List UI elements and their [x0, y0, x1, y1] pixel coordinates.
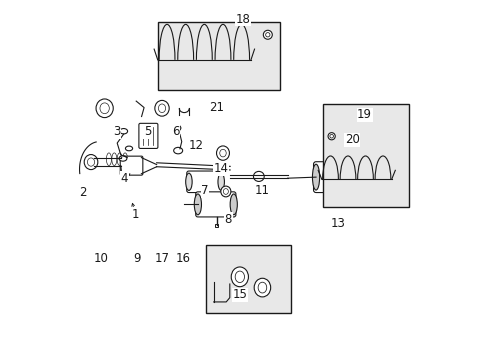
Text: 12: 12 [188, 139, 203, 152]
Ellipse shape [357, 164, 364, 190]
Bar [205, 244, 290, 313]
Ellipse shape [185, 173, 192, 190]
Text: 14: 14 [213, 162, 228, 175]
Text: 6: 6 [172, 125, 179, 138]
Ellipse shape [329, 134, 333, 138]
Text: 5: 5 [143, 125, 151, 138]
Ellipse shape [327, 133, 335, 140]
Text: 17: 17 [154, 252, 169, 265]
Ellipse shape [96, 99, 113, 118]
Ellipse shape [223, 189, 228, 194]
Bar [215, 225, 218, 226]
Ellipse shape [158, 104, 165, 113]
Text: 7: 7 [201, 184, 208, 197]
Ellipse shape [155, 100, 169, 116]
Text: 20: 20 [344, 133, 359, 146]
Text: 8: 8 [224, 213, 232, 226]
Ellipse shape [265, 33, 269, 37]
Text: 9: 9 [133, 252, 141, 265]
Ellipse shape [218, 173, 224, 190]
Ellipse shape [119, 156, 126, 161]
Text: 13: 13 [329, 216, 345, 230]
FancyBboxPatch shape [120, 156, 142, 175]
Text: 3: 3 [113, 125, 121, 138]
Ellipse shape [235, 271, 244, 283]
Ellipse shape [125, 146, 132, 151]
FancyBboxPatch shape [195, 192, 235, 217]
Ellipse shape [312, 164, 319, 190]
Text: 2: 2 [79, 186, 86, 199]
Text: 10: 10 [93, 252, 108, 265]
Ellipse shape [254, 278, 270, 297]
Ellipse shape [194, 194, 201, 215]
Ellipse shape [253, 171, 264, 181]
Ellipse shape [221, 186, 230, 197]
Text: 19: 19 [356, 108, 371, 121]
Bar [322, 104, 408, 207]
Ellipse shape [84, 154, 98, 170]
Ellipse shape [100, 103, 109, 114]
Text: 15: 15 [232, 288, 247, 301]
Ellipse shape [230, 194, 237, 215]
Bar [158, 22, 280, 90]
Ellipse shape [231, 267, 248, 287]
Text: 18: 18 [235, 13, 250, 26]
FancyBboxPatch shape [186, 171, 223, 193]
Ellipse shape [258, 282, 266, 293]
Ellipse shape [216, 146, 229, 160]
Text: 4: 4 [121, 172, 128, 185]
Ellipse shape [219, 149, 226, 157]
Text: 16: 16 [176, 252, 191, 265]
FancyBboxPatch shape [313, 162, 363, 193]
Ellipse shape [173, 147, 182, 154]
Text: 1: 1 [131, 208, 139, 221]
FancyBboxPatch shape [139, 123, 158, 148]
Ellipse shape [120, 129, 127, 134]
Text: 11: 11 [254, 184, 269, 197]
Ellipse shape [263, 30, 272, 39]
Ellipse shape [87, 158, 94, 166]
Text: 21: 21 [208, 101, 224, 114]
Ellipse shape [371, 172, 377, 183]
Ellipse shape [171, 125, 181, 131]
